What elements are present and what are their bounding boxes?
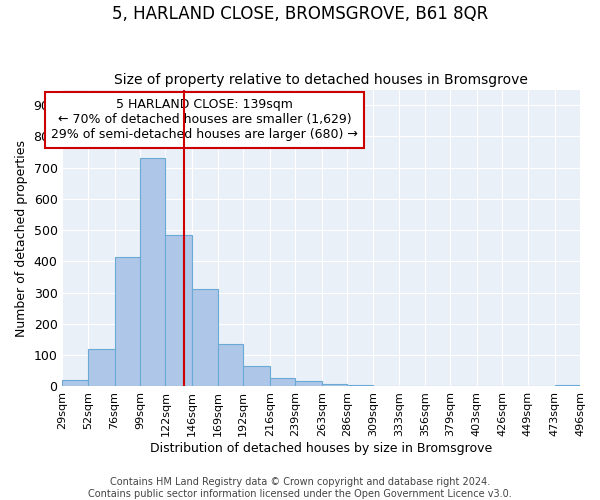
Bar [322, 384, 347, 386]
Bar [347, 385, 373, 386]
Title: Size of property relative to detached houses in Bromsgrove: Size of property relative to detached ho… [114, 73, 528, 87]
Bar [192, 289, 218, 386]
Text: 5, HARLAND CLOSE, BROMSGROVE, B61 8QR: 5, HARLAND CLOSE, BROMSGROVE, B61 8QR [112, 5, 488, 23]
Bar [115, 257, 140, 386]
X-axis label: Distribution of detached houses by size in Bromsgrove: Distribution of detached houses by size … [150, 442, 493, 455]
Bar [88, 349, 115, 387]
Bar [554, 385, 580, 386]
Bar [140, 158, 166, 386]
Bar [218, 344, 243, 387]
Bar [243, 366, 269, 386]
Bar [62, 380, 88, 386]
Y-axis label: Number of detached properties: Number of detached properties [15, 140, 28, 336]
Bar [295, 381, 322, 386]
Text: 5 HARLAND CLOSE: 139sqm
← 70% of detached houses are smaller (1,629)
29% of semi: 5 HARLAND CLOSE: 139sqm ← 70% of detache… [52, 98, 358, 142]
Text: Contains HM Land Registry data © Crown copyright and database right 2024.
Contai: Contains HM Land Registry data © Crown c… [88, 478, 512, 499]
Bar [269, 378, 295, 386]
Bar [166, 235, 192, 386]
